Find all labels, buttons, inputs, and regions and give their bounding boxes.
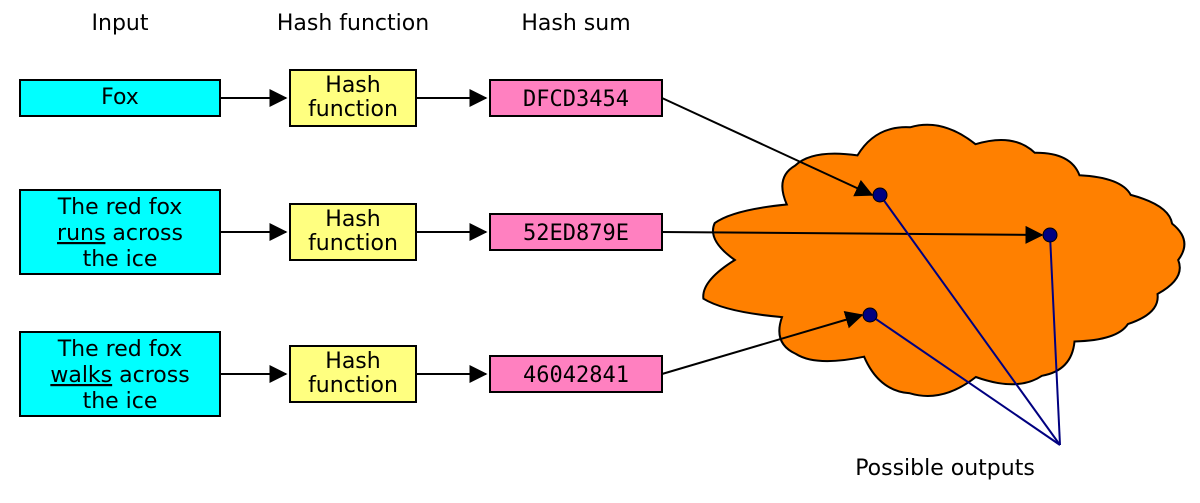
cloud-caption: Possible outputs bbox=[855, 456, 1035, 481]
input-text-0: Fox bbox=[101, 85, 139, 110]
header-func: Hash function bbox=[277, 11, 429, 36]
hash-value-2: 46042841 bbox=[523, 363, 629, 388]
cloud-dot-0 bbox=[873, 188, 887, 202]
hash-value-0: DFCD3454 bbox=[523, 87, 629, 112]
header-sum: Hash sum bbox=[521, 11, 630, 36]
hash-function-diagram: InputHash functionHash sumFoxHashfunctio… bbox=[0, 0, 1200, 503]
cloud-dot-1 bbox=[1043, 228, 1057, 242]
header-input: Input bbox=[92, 11, 149, 36]
arrow-hash-to-cloud-0 bbox=[662, 98, 872, 195]
output-space-cloud bbox=[703, 125, 1184, 396]
hash-value-1: 52ED879E bbox=[523, 221, 629, 246]
cloud-dot-2 bbox=[863, 308, 877, 322]
